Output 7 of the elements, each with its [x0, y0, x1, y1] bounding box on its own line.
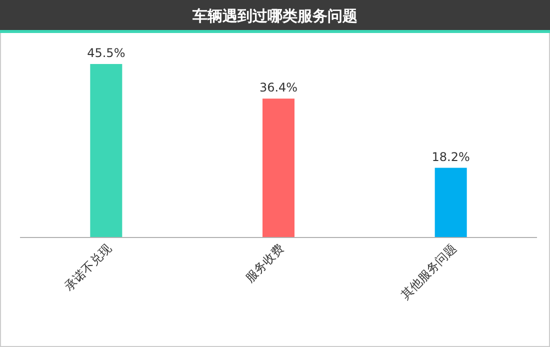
chart-title: 车辆遇到过哪类服务问题: [192, 7, 358, 25]
x-tick-label: 服务收费: [242, 241, 287, 286]
data-label: 45.5%: [87, 46, 126, 60]
data-label: 18.2%: [432, 150, 470, 164]
data-label: 36.4%: [259, 80, 298, 95]
x-tick-label: 承诺不兑现: [62, 241, 114, 294]
x-tick-label: 其他服务问题: [398, 241, 459, 302]
